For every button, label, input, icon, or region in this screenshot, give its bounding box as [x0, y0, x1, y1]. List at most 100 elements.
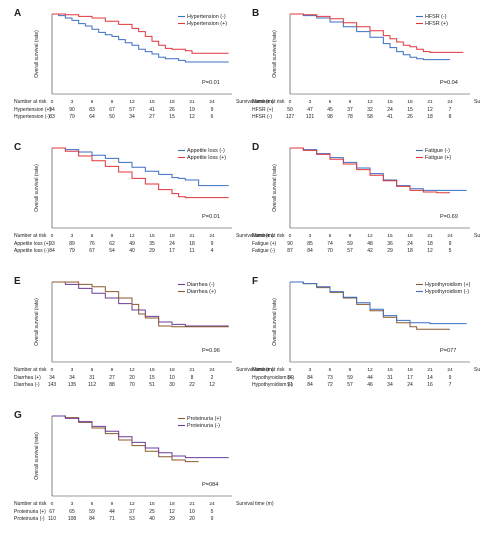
risk-count: 79: [69, 114, 75, 120]
legend-label: Hypothyroidism (+): [425, 282, 471, 288]
risk-count: 48: [367, 241, 373, 247]
risk-count: 83: [49, 114, 55, 120]
risk-count: 18: [427, 241, 433, 247]
risk-count: 59: [347, 241, 353, 247]
risk-row-label: HFSR (+): [252, 107, 274, 113]
risk-count: 15: [169, 114, 175, 120]
risk-count: 108: [68, 516, 77, 522]
risk-count: 12: [427, 107, 433, 113]
x-tick-label: 24: [209, 233, 215, 239]
risk-count: 11: [189, 248, 194, 254]
x-tick-label: 6: [329, 367, 332, 373]
x-tick-label: 15: [149, 501, 155, 507]
risk-row-label: Appetite loss (-): [14, 248, 49, 254]
risk-count: 34: [129, 114, 135, 120]
risk-count: 14: [427, 375, 433, 381]
risk-count: 32: [367, 107, 373, 113]
legend-label: Diarrhea (-): [187, 282, 215, 288]
risk-count: 8: [191, 375, 194, 381]
x-tick-label: 9: [111, 501, 114, 507]
x-tick-label: 24: [209, 367, 215, 373]
risk-count: 72: [327, 382, 333, 388]
risk-count: 54: [109, 248, 115, 254]
y-axis-label: Overall survival (rate): [272, 164, 278, 212]
x-tick-label: 0: [289, 367, 292, 373]
risk-count: 29: [149, 248, 155, 254]
risk-count: 6: [211, 114, 214, 120]
risk-row-label: Fatigue (+): [252, 241, 277, 247]
risk-count: 85: [307, 241, 313, 247]
legend-label: Hypertension (+): [187, 21, 227, 27]
risk-count: 9: [211, 241, 214, 247]
risk-count: 4: [211, 248, 214, 254]
risk-count: 50: [109, 114, 115, 120]
survival-curve-2: [290, 147, 450, 194]
x-tick-label: 3: [71, 501, 74, 507]
legend-label: Diarrhea (+): [187, 289, 216, 295]
x-tick-label: 18: [407, 367, 413, 373]
x-axis-label: Survival time (m): [236, 233, 274, 239]
risk-table-title: Number at risk: [14, 99, 47, 105]
risk-table-title: Number at risk: [14, 367, 47, 373]
risk-count: 83: [89, 107, 95, 113]
survival-curve-1: [52, 415, 199, 463]
survival-curve-2: [52, 147, 229, 199]
x-tick-label: 12: [129, 501, 135, 507]
risk-count: 84: [307, 375, 313, 381]
risk-count: 65: [69, 509, 75, 515]
risk-count: 58: [367, 114, 373, 120]
risk-count: 40: [149, 516, 155, 522]
risk-count: 34: [387, 382, 393, 388]
risk-count: 12: [169, 509, 175, 515]
risk-count: 51: [149, 382, 155, 388]
risk-count: 24: [169, 241, 175, 247]
panel-c: C Overall survival (rate) Appetite loss (-…: [14, 142, 274, 254]
risk-count: 93: [49, 241, 55, 247]
risk-count: 17: [407, 375, 413, 381]
risk-row-label: Hypertension (-): [14, 114, 50, 120]
risk-count: 24: [407, 241, 413, 247]
risk-table-title: Number at risk: [252, 233, 285, 239]
risk-count: 64: [89, 114, 95, 120]
panel-a: A Overall survival (rate) Hypertension (-)…: [14, 8, 274, 120]
risk-count: 18: [407, 248, 413, 254]
x-tick-label: 24: [447, 233, 453, 239]
risk-count: 42: [367, 248, 373, 254]
x-tick-label: 15: [149, 99, 155, 105]
risk-count: 127: [286, 114, 295, 120]
x-tick-label: 12: [129, 99, 135, 105]
risk-count: 5: [449, 248, 452, 254]
x-tick-label: 21: [427, 99, 433, 105]
risk-count: 47: [307, 107, 313, 113]
x-tick-label: 12: [129, 233, 135, 239]
risk-count: 59: [89, 509, 95, 515]
risk-count: 9: [211, 516, 214, 522]
x-tick-label: 6: [329, 99, 332, 105]
risk-count: 89: [69, 241, 75, 247]
legend-label: Fatigue (-): [425, 148, 450, 154]
risk-count: 67: [49, 509, 55, 515]
x-tick-label: 15: [387, 233, 393, 239]
risk-count: 73: [327, 375, 333, 381]
risk-count: 10: [189, 509, 195, 515]
x-tick-label: 12: [129, 367, 135, 373]
risk-count: 74: [327, 241, 333, 247]
risk-table-title: Number at risk: [252, 367, 285, 373]
legend-label: Fatigue (+): [425, 155, 451, 161]
x-tick-label: 0: [289, 233, 292, 239]
x-tick-label: 9: [349, 99, 352, 105]
x-axis-label: Survival time (m): [236, 99, 274, 105]
risk-count: 57: [129, 107, 135, 113]
risk-count: 37: [129, 509, 135, 515]
risk-count: 84: [49, 248, 55, 254]
risk-count: 44: [367, 375, 373, 381]
risk-row-label: Hypothyroidism (+): [252, 375, 294, 381]
y-axis-label: Overall survival (rate): [34, 298, 40, 346]
risk-count: 29: [387, 248, 393, 254]
survival-curve-1: [52, 281, 229, 327]
x-axis-label: Survival time (m): [236, 367, 274, 373]
panel-letter: E: [14, 276, 21, 287]
risk-count: 27: [109, 375, 115, 381]
risk-count: 70: [129, 382, 135, 388]
risk-count: 143: [48, 382, 57, 388]
